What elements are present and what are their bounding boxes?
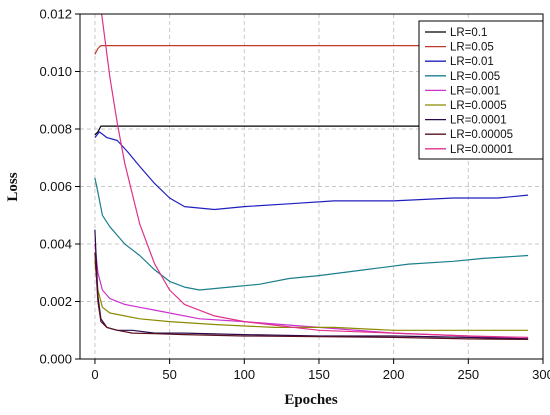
x-tick-label: 250 [457,367,479,382]
series-line-8 [94,252,529,340]
x-axis-title: Epoches [284,392,338,408]
legend: LR=0.1 LR=0.05 LR=0.01 LR=0.005 LR=0.001 LR=0… [418,20,544,160]
legend-label: LR=0.001 [450,85,500,97]
legend-label: LR=0.05 [450,42,494,54]
legend-label: LR=0.0005 [450,100,507,112]
series-line-2 [94,44,529,55]
y-tick-label: 0.004 [39,237,72,252]
series-line-6 [94,261,529,331]
x-tick-label: 300 [532,367,550,382]
x-tick-label: 150 [308,367,330,382]
y-tick-label: 0.012 [39,7,72,22]
legend-label: LR=0.00005 [450,129,513,141]
series-line-1 [94,125,529,136]
series-line-4 [94,177,529,291]
y-tick-label: 0.006 [39,179,72,194]
ticks [75,13,544,364]
series-line-3 [94,131,529,211]
legend-label: LR=0.1 [450,27,487,39]
y-tick-label: 0.002 [39,294,72,309]
tick-labels: 0 50 100 150 200 250 300 0.000 0.002 0.004 0.006 0.… [39,7,550,383]
y-tick-label: 0.010 [39,64,72,79]
y-axis-title: Loss [5,172,21,201]
legend-label: LR=0.01 [450,56,494,68]
x-tick-label: 50 [162,367,176,382]
x-tick-label: 200 [383,367,405,382]
x-tick-label: 0 [91,367,98,382]
x-tick-label: 100 [233,367,255,382]
legend-label: LR=0.005 [450,71,500,83]
y-tick-label: 0.008 [39,122,72,137]
legend-label: LR=0.0001 [450,115,507,127]
series-lines [94,14,529,340]
y-tick-label: 0.000 [39,352,72,367]
legend-label: LR=0.00001 [450,144,513,156]
series-line-9 [101,14,529,338]
